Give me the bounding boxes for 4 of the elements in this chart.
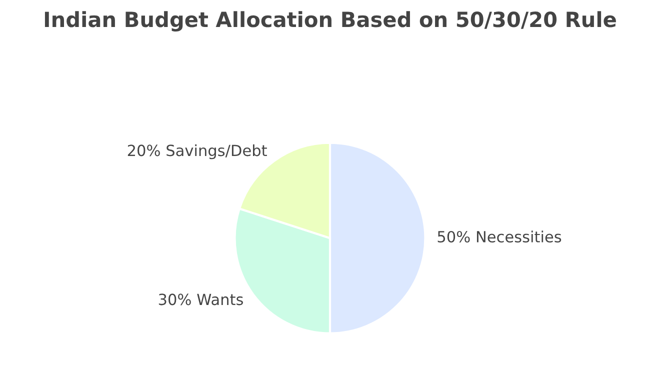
slice-label: 20% Savings/Debt: [128, 144, 267, 160]
slice-label: 50% Necessities: [438, 230, 562, 243]
chart-title: Indian Budget Allocation Based on 50/30/20 Rule: [44, 11, 616, 32]
slice-label: 30% Wants: [158, 294, 243, 306]
